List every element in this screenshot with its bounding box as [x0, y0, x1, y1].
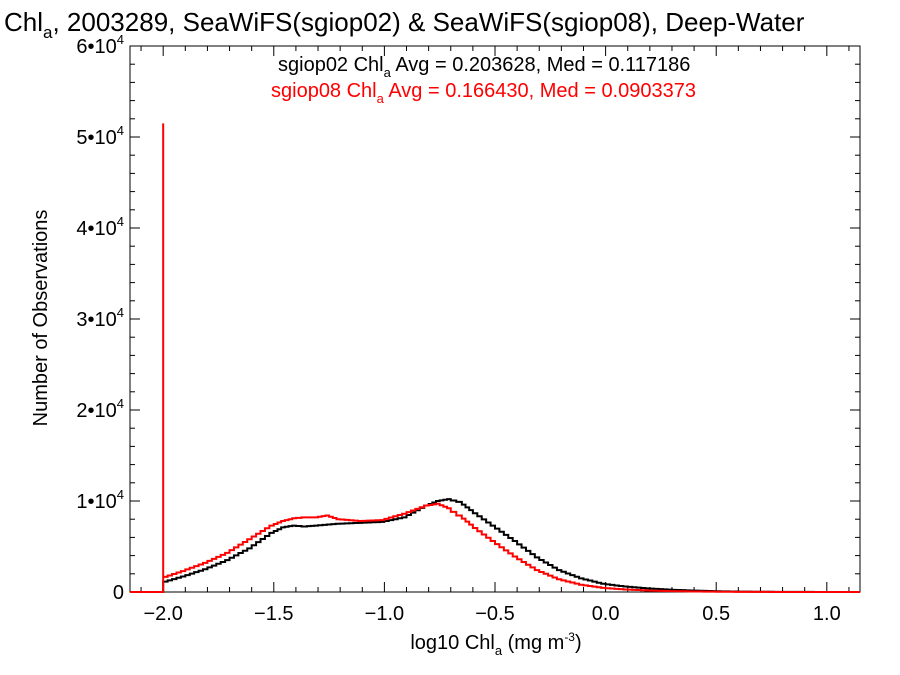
y-tick-exponent: 4 — [117, 32, 124, 47]
plot-frame — [129, 45, 861, 593]
annotation-sgiop08-sub: a — [377, 91, 385, 106]
y-tick-mantissa: 3•10 — [76, 309, 116, 331]
x-tick-label: 0.5 — [702, 603, 730, 625]
annotation-sgiop08-pre: sgiop08 Chl — [271, 80, 377, 102]
y-tick-mantissa: 2•10 — [76, 400, 116, 422]
x-tick-label: 0.0 — [592, 603, 620, 625]
series-sgiop08-line — [130, 123, 860, 593]
annotation-sgiop02-pre: sgiop02 Chl — [278, 54, 384, 76]
x-axis-label-main: log10 Chl — [410, 632, 495, 654]
title-rest: , 2003289, SeaWiFS(sgiop02) & SeaWiFS(sg… — [52, 7, 804, 37]
x-axis-label-sub: a — [495, 643, 503, 658]
annotation-sgiop08: sgiop08 Chla Avg = 0.166430, Med = 0.090… — [271, 80, 696, 106]
y-tick-exponent: 4 — [117, 487, 124, 502]
y-tick-label: 1•104 — [76, 487, 124, 513]
y-tick-mantissa: 1•10 — [76, 491, 116, 513]
annotation-sgiop02-sub: a — [384, 65, 392, 80]
x-axis-ticks: −2.0 −1.5 −1.0 −0.5 0.0 0.5 1.0 — [140, 46, 850, 625]
title-main: Chl — [4, 7, 43, 37]
x-tick-label: −0.5 — [475, 603, 514, 625]
y-tick-label: 2•104 — [76, 396, 124, 422]
y-tick-label: 3•104 — [76, 305, 124, 331]
y-tick-mantissa: 5•10 — [76, 127, 116, 149]
x-tick-label: −1.5 — [254, 603, 293, 625]
y-tick-label: 0 — [113, 582, 124, 604]
y-tick-mantissa: 4•10 — [76, 218, 116, 240]
y-tick-exponent: 4 — [117, 214, 124, 229]
y-tick-exponent: 4 — [117, 305, 124, 320]
annotation-sgiop02: sgiop02 Chla Avg = 0.203628, Med = 0.117… — [278, 54, 690, 80]
series-layer — [130, 123, 860, 593]
y-tick-exponent: 4 — [117, 123, 124, 138]
y-tick-label: 6•104 — [76, 32, 124, 58]
annotation-sgiop08-post: Avg = 0.166430, Med = 0.0903373 — [384, 80, 696, 102]
y-tick-mantissa: 6•10 — [76, 36, 116, 58]
x-axis-label: log10 Chla (mg m-3) — [410, 630, 581, 658]
x-axis-label-sup: -3 — [564, 630, 575, 644]
y-axis-label: Number of Observations — [30, 210, 52, 427]
y-tick-label: 4•104 — [76, 214, 124, 240]
x-axis-label-rest: (mg m — [502, 632, 564, 654]
title-subscript: a — [43, 23, 53, 42]
chart-title: Chla, 2003289, SeaWiFS(sgiop02) & SeaWiF… — [4, 7, 805, 42]
x-tick-label: 1.0 — [813, 603, 841, 625]
annotation-sgiop02-post: Avg = 0.203628, Med = 0.117186 — [391, 54, 691, 76]
y-tick-label: 5•104 — [76, 123, 124, 149]
x-tick-label: −1.0 — [365, 603, 404, 625]
x-axis-label-end: ) — [575, 632, 582, 654]
y-tick-exponent: 4 — [117, 396, 124, 411]
x-tick-label: −2.0 — [143, 603, 182, 625]
